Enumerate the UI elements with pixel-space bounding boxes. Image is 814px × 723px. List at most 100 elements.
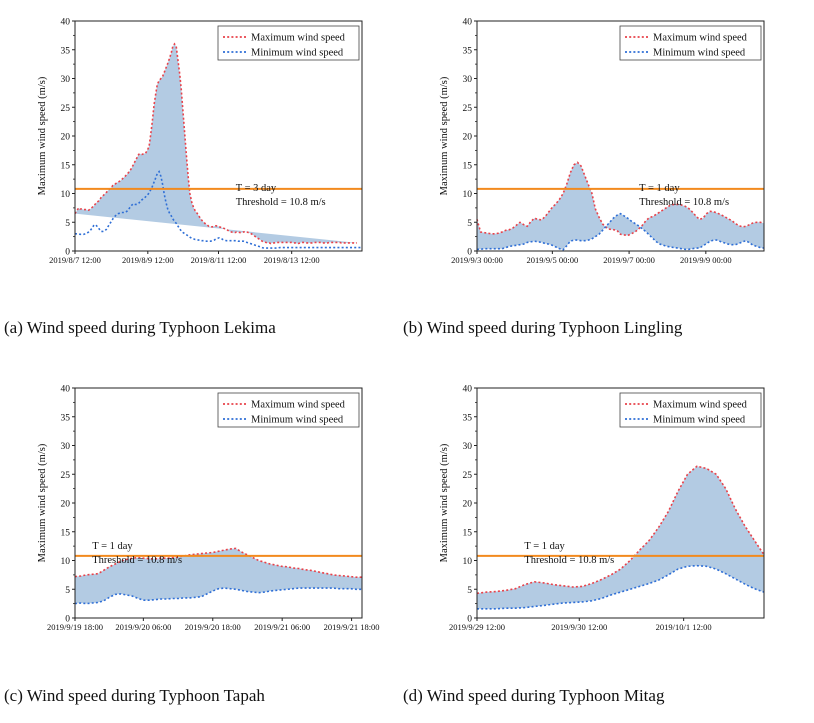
threshold-value-label: Threshold = 10.8 m/s — [92, 555, 182, 566]
chart-panel-2: T = 1 day Threshold = 10.8 m/s 0 5 10 15 20 25 3… — [37, 385, 380, 633]
y-tick-label: 25 — [463, 104, 473, 114]
chart-panel-3: T = 1 day Threshold = 10.8 m/s 0 5 10 15 20 25 3… — [439, 385, 765, 632]
x-tick-label: 2019/9/20 18:00 — [185, 622, 241, 632]
series-max-line — [476, 161, 765, 237]
y-tick-label: 10 — [463, 190, 473, 200]
y-tick-label: 40 — [463, 18, 473, 28]
legend-box — [217, 392, 360, 428]
x-tick-label: 2019/9/20 06:00 — [115, 622, 171, 632]
y-tick-label: 30 — [463, 442, 473, 452]
y-tick-label: 15 — [463, 161, 473, 171]
series-min-line — [74, 587, 362, 605]
y-axis-label: Maximum wind speed (m/s) — [37, 76, 48, 195]
threshold-period-label: T = 3 day — [236, 183, 277, 194]
legend-label: Minimum wind speed — [653, 415, 746, 426]
x-tick-label: 2019/9/21 06:00 — [254, 622, 310, 632]
x-tick-label: 2019/8/9 12:00 — [122, 255, 174, 265]
y-tick-label: 20 — [61, 500, 71, 510]
y-tick-label: 5 — [65, 586, 70, 596]
legend-label: Maximum wind speed — [653, 33, 748, 44]
legend: Maximum wind speed Minimum wind speed — [217, 392, 360, 428]
legend-label: Minimum wind speed — [653, 48, 746, 59]
legend-box — [619, 25, 762, 61]
y-axis-label: Maximum wind speed (m/s) — [439, 76, 450, 195]
y-tick-label: 15 — [61, 528, 71, 538]
y-axis-label: Maximum wind speed (m/s) — [439, 443, 450, 562]
y-tick-label: 35 — [463, 413, 473, 423]
x-tick-label: 2019/9/3 00:00 — [451, 255, 503, 265]
threshold-period-label: T = 1 day — [524, 541, 565, 552]
y-tick-label: 5 — [467, 586, 472, 596]
threshold-value-label: Threshold = 10.8 m/s — [639, 197, 729, 208]
y-tick-label: 30 — [463, 75, 473, 85]
x-tick-label: 2019/9/29 12:00 — [449, 622, 505, 632]
x-tick-label: 2019/9/5 00:00 — [526, 255, 578, 265]
x-tick-label: 2019/9/19 18:00 — [47, 622, 103, 632]
threshold-period-label: T = 1 day — [639, 183, 680, 194]
y-tick-label: 20 — [463, 500, 473, 510]
y-tick-label: 35 — [463, 46, 473, 56]
y-tick-label: 40 — [463, 385, 473, 395]
y-tick-label: 20 — [61, 133, 71, 143]
y-tick-label: 15 — [463, 528, 473, 538]
legend-label: Minimum wind speed — [251, 415, 344, 426]
legend-label: Maximum wind speed — [653, 400, 748, 411]
y-tick-label: 25 — [463, 471, 473, 481]
y-tick-label: 10 — [61, 190, 71, 200]
legend-box — [217, 25, 360, 61]
x-tick-label: 2019/8/7 12:00 — [49, 255, 101, 265]
band-fill — [75, 44, 357, 244]
y-tick-label: 0 — [65, 615, 70, 625]
caption-c: (c) Wind speed during Typhoon Tapah — [4, 686, 265, 705]
y-tick-label: 10 — [463, 557, 473, 567]
x-tick-label: 2019/9/30 12:00 — [551, 622, 607, 632]
legend-label: Maximum wind speed — [251, 400, 346, 411]
y-tick-label: 0 — [467, 248, 472, 258]
caption-a: (a) Wind speed during Typhoon Lekima — [4, 318, 276, 337]
legend-label: Minimum wind speed — [251, 48, 344, 59]
y-tick-label: 40 — [61, 385, 71, 395]
x-tick-label: 2019/9/7 00:00 — [603, 255, 655, 265]
caption-b: (b) Wind speed during Typhoon Lingling — [403, 318, 683, 337]
legend: Maximum wind speed Minimum wind speed — [217, 25, 360, 61]
series-min-line — [75, 170, 362, 249]
y-tick-label: 15 — [61, 161, 71, 171]
threshold-value-label: Threshold = 10.8 m/s — [524, 555, 614, 566]
series-min-line — [477, 564, 765, 610]
x-tick-label: 2019/9/21 18:00 — [324, 622, 380, 632]
threshold-value-label: Threshold = 10.8 m/s — [236, 197, 326, 208]
legend-label: Maximum wind speed — [251, 33, 346, 44]
y-tick-label: 0 — [467, 615, 472, 625]
x-tick-label: 2019/9/9 00:00 — [680, 255, 732, 265]
legend-box — [619, 392, 762, 428]
y-tick-label: 25 — [61, 104, 71, 114]
y-tick-label: 5 — [467, 219, 472, 229]
x-tick-label: 2019/8/13 12:00 — [264, 255, 320, 265]
y-tick-label: 20 — [463, 133, 473, 143]
y-axis-label: Maximum wind speed (m/s) — [37, 443, 48, 562]
x-tick-label: 2019/10/1 12:00 — [656, 622, 712, 632]
y-tick-label: 0 — [65, 248, 70, 258]
chart-panel-1: T = 1 day Threshold = 10.8 m/s 0 5 10 15 20 25 3… — [439, 18, 765, 265]
caption-d: (d) Wind speed during Typhoon Mitag — [403, 686, 665, 705]
y-tick-label: 5 — [65, 219, 70, 229]
threshold-period-label: T = 1 day — [92, 541, 133, 552]
band-fill — [75, 548, 362, 604]
y-tick-label: 35 — [61, 413, 71, 423]
legend: Maximum wind speed Minimum wind speed — [619, 392, 762, 428]
series-min-line — [477, 212, 765, 251]
series-max-line — [476, 465, 765, 595]
y-tick-label: 30 — [61, 442, 71, 452]
y-tick-label: 25 — [61, 471, 71, 481]
legend: Maximum wind speed Minimum wind speed — [619, 25, 762, 61]
x-tick-label: 2019/8/11 12:00 — [191, 255, 247, 265]
band-fill — [477, 466, 764, 609]
band-fill — [477, 162, 764, 250]
y-tick-label: 10 — [61, 557, 71, 567]
y-tick-label: 30 — [61, 75, 71, 85]
series-max-line — [74, 547, 362, 578]
chart-panel-0: T = 3 day Threshold = 10.8 m/s 0 5 10 15 20 25 3… — [37, 18, 363, 265]
y-tick-label: 35 — [61, 46, 71, 56]
y-tick-label: 40 — [61, 18, 71, 28]
